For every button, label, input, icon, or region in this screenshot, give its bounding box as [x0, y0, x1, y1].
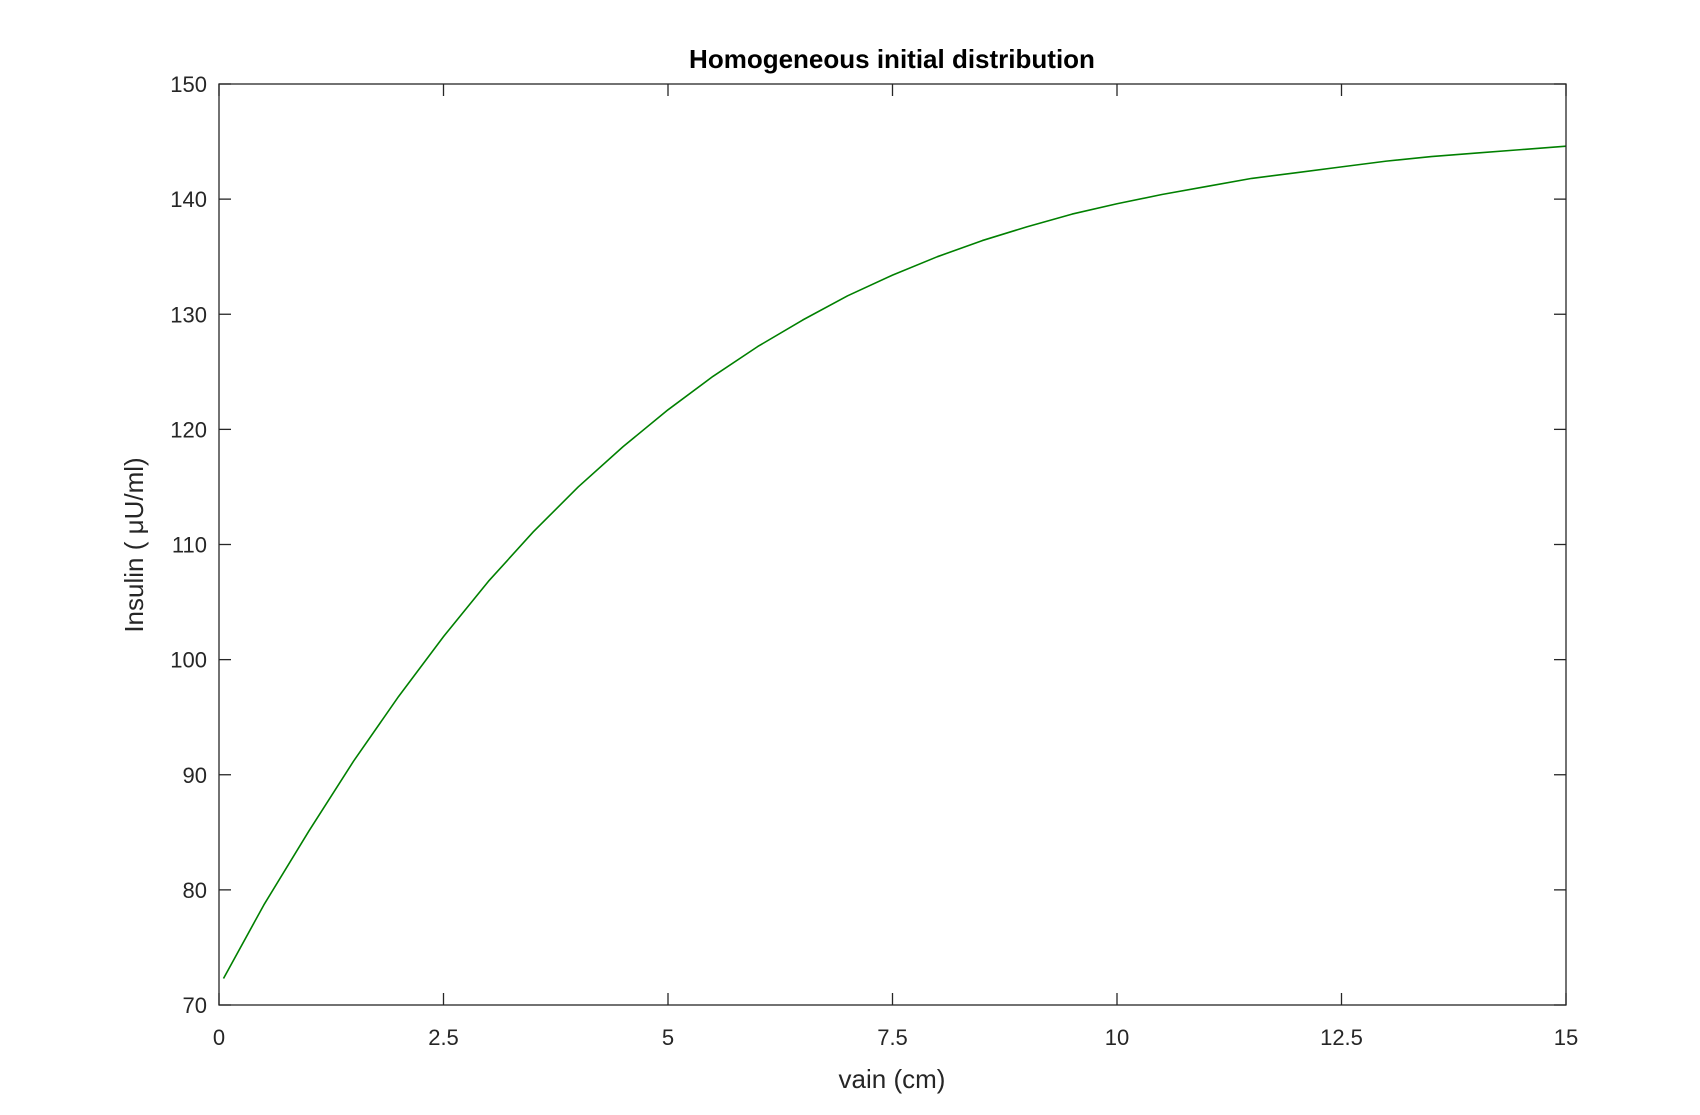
- y-axis-title: Insulin ( μU/ml): [119, 457, 149, 632]
- y-tick-label: 130: [170, 302, 207, 327]
- x-tick-label: 12.5: [1320, 1025, 1363, 1050]
- y-tick-label: 120: [170, 417, 207, 442]
- chart-title: Homogeneous initial distribution: [689, 44, 1095, 74]
- x-tick-label: 2.5: [428, 1025, 459, 1050]
- y-tick-label: 150: [170, 72, 207, 97]
- x-tick-label: 7.5: [877, 1025, 908, 1050]
- y-tick-label: 70: [183, 993, 207, 1018]
- y-tick-label: 140: [170, 187, 207, 212]
- plot-area: [219, 84, 1566, 1005]
- x-tick-label: 10: [1105, 1025, 1129, 1050]
- ticks: 0 2.5 5 7.5 10 12.5 15 70 80 90 100 110 120 130 140 150: [170, 72, 1578, 1050]
- series-group: [222, 145, 1567, 979]
- plot-frame: [218, 83, 1567, 1006]
- x-axis-title: vain (cm): [839, 1064, 946, 1094]
- y-tick-label: 100: [170, 648, 207, 673]
- series-line-0: [222, 145, 1567, 979]
- y-tick-label: 90: [183, 763, 207, 788]
- x-tick-label: 0: [213, 1025, 225, 1050]
- x-tick-label: 15: [1554, 1025, 1578, 1050]
- y-tick-label: 110: [172, 533, 207, 558]
- x-tick-label: 5: [662, 1025, 674, 1050]
- y-tick-label: 80: [183, 878, 207, 903]
